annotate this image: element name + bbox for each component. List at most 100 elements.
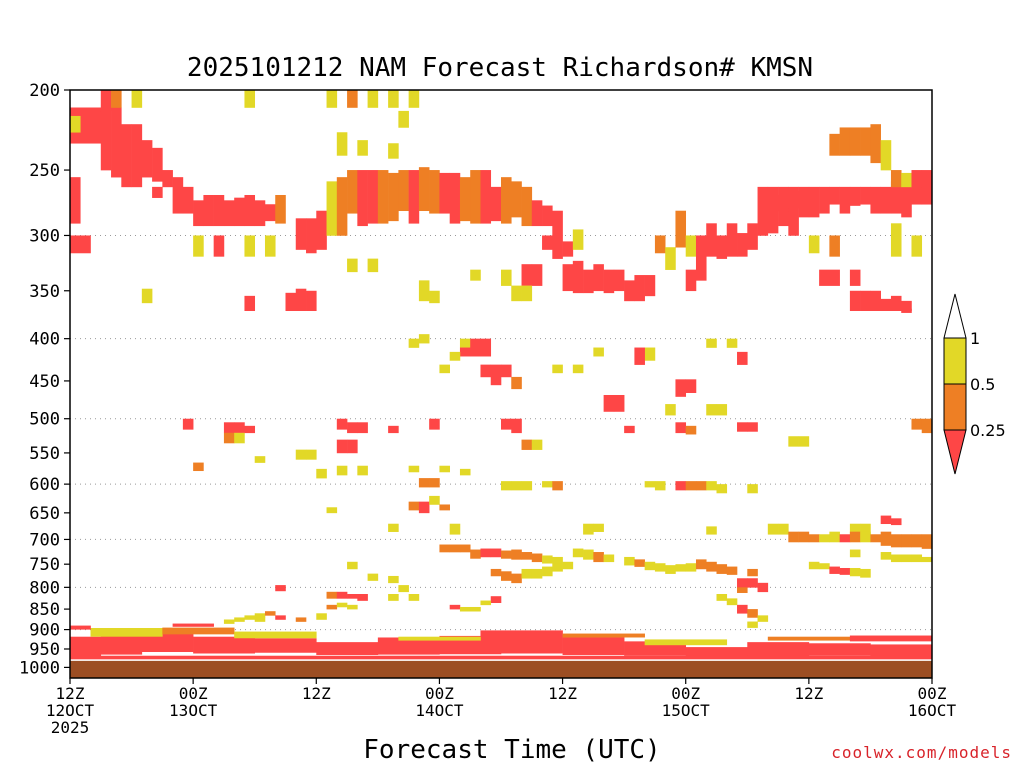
ri-cell xyxy=(675,422,687,434)
ri-cell xyxy=(808,561,820,570)
ri-cell xyxy=(552,556,563,564)
ri-cell xyxy=(244,295,256,312)
ri-cell xyxy=(459,544,471,553)
ri-cell xyxy=(921,556,933,563)
ri-cell xyxy=(490,568,502,577)
ri-cell xyxy=(767,197,779,234)
credit-link[interactable]: coolwx.com/models xyxy=(831,743,1012,762)
ri-cell xyxy=(901,534,912,548)
boundary-layer-cell xyxy=(193,636,256,654)
ri-cell xyxy=(819,186,830,214)
ri-cell xyxy=(501,364,512,378)
boundary-layer-cell xyxy=(562,633,645,638)
ri-cell xyxy=(901,300,912,312)
colorbar-bottom-arrow xyxy=(943,429,967,475)
ri-cell xyxy=(572,260,584,294)
ri-cell xyxy=(593,552,604,563)
ri-cell xyxy=(254,613,266,618)
ri-cell xyxy=(459,338,471,348)
ri-cell xyxy=(459,606,471,612)
ri-cell xyxy=(726,598,738,606)
ri-cell xyxy=(849,290,861,312)
ri-cell xyxy=(377,170,389,224)
ri-cell xyxy=(511,549,522,560)
ri-cell xyxy=(624,556,635,566)
ri-cell xyxy=(408,338,420,348)
x-axis-label: Forecast Time (UTC) xyxy=(363,735,660,765)
x-tick-label: 00Z xyxy=(179,684,208,703)
ri-cell xyxy=(531,200,543,227)
ri-cell xyxy=(675,481,687,491)
ri-cell xyxy=(223,422,235,434)
boundary-layer-cell xyxy=(501,635,563,654)
ri-cell xyxy=(860,127,871,156)
ri-cell xyxy=(521,481,533,491)
ri-cell xyxy=(737,351,748,365)
ri-cell xyxy=(408,90,420,108)
ri-cell xyxy=(501,550,512,559)
ri-cell xyxy=(542,235,553,250)
ri-cell xyxy=(788,531,799,543)
ri-cell xyxy=(388,90,399,108)
boundary-layer-cell xyxy=(100,633,143,655)
ri-cell xyxy=(367,170,379,224)
ri-cell xyxy=(131,90,143,108)
ri-cell xyxy=(747,568,758,577)
ri-cell xyxy=(593,523,604,532)
ri-cell xyxy=(470,269,481,281)
colorbar-swatch-05-1 xyxy=(943,337,967,385)
ri-cell xyxy=(572,364,584,374)
ri-cell xyxy=(901,554,912,563)
ri-cell xyxy=(470,338,481,357)
ri-cell xyxy=(388,172,399,222)
ri-cell xyxy=(193,235,204,257)
ri-cell xyxy=(552,481,563,491)
y-tick-label: 350 xyxy=(29,282,60,302)
ri-cell xyxy=(480,548,492,558)
ri-cell xyxy=(244,615,256,620)
ri-cell xyxy=(726,566,738,575)
ri-cell xyxy=(480,600,492,606)
y-tick-label: 700 xyxy=(29,530,60,550)
ri-cell xyxy=(747,223,758,250)
ri-cell xyxy=(767,186,779,205)
ri-cell xyxy=(849,523,861,535)
ri-cell xyxy=(388,523,399,532)
x-tick-label: 13OCT xyxy=(169,701,218,720)
ri-cell xyxy=(347,561,358,570)
boundary-layer-cell xyxy=(849,635,933,642)
ri-cell xyxy=(613,269,625,292)
ri-cell xyxy=(911,184,923,205)
ri-cell xyxy=(316,613,327,620)
ri-cell xyxy=(347,422,358,434)
ri-cell xyxy=(213,235,225,257)
ri-cell xyxy=(542,566,553,577)
ri-cell xyxy=(182,186,194,214)
ri-cell xyxy=(747,578,758,588)
ri-cell xyxy=(388,143,399,159)
ri-cell xyxy=(747,621,758,628)
ri-cell xyxy=(911,170,923,188)
boundary-layer-cell xyxy=(808,643,871,656)
ri-cell xyxy=(234,432,245,444)
ri-cell xyxy=(336,177,348,236)
ri-cell xyxy=(921,184,933,205)
ri-cell xyxy=(788,190,799,236)
ri-cell xyxy=(418,280,430,302)
ri-cell xyxy=(778,523,789,535)
ri-cell xyxy=(901,172,912,188)
boundary-layer-cell xyxy=(398,636,481,641)
ri-cell xyxy=(716,484,728,494)
ri-cell xyxy=(572,548,584,558)
ri-cell xyxy=(911,235,923,257)
ri-cell xyxy=(367,573,379,581)
ri-cell xyxy=(408,501,420,511)
ri-cell xyxy=(737,587,748,593)
ri-cell xyxy=(808,235,820,254)
ri-cell xyxy=(706,526,717,535)
ri-cell xyxy=(439,465,450,473)
ri-cell xyxy=(501,571,512,581)
ri-cell xyxy=(285,292,297,312)
ri-cell xyxy=(890,554,902,563)
ri-cell xyxy=(849,186,861,206)
